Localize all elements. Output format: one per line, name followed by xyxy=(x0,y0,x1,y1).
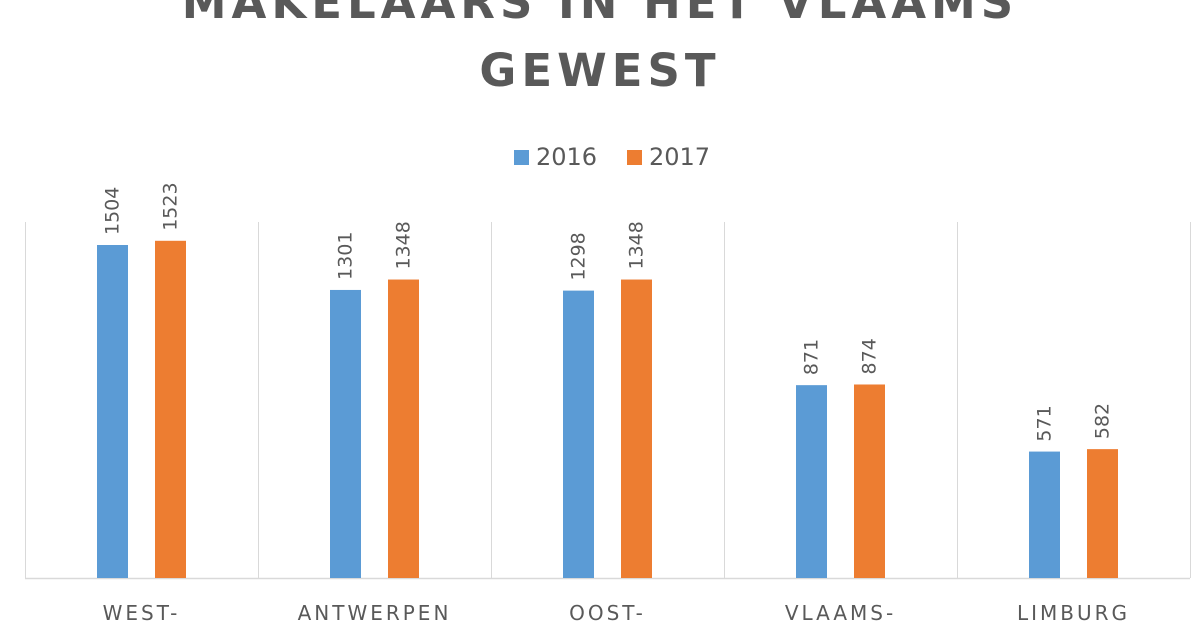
data-label-2017-1: 1348 xyxy=(393,221,415,269)
data-label-2016-2: 1298 xyxy=(568,232,590,280)
chart-title-line-2: GEWEST xyxy=(479,44,721,97)
category-label: VLAAMS- xyxy=(785,601,896,625)
data-label-2017-2: 1348 xyxy=(626,221,648,269)
category-label: ANTWERPEN xyxy=(298,601,452,625)
bar-2016-1 xyxy=(330,289,361,578)
bar-2016-0 xyxy=(97,245,128,578)
bar-2016-3 xyxy=(796,385,827,578)
data-label-2016-1: 1301 xyxy=(335,232,357,280)
bar-2017-0 xyxy=(155,240,186,578)
legend-label-2017: 2017 xyxy=(649,143,711,171)
legend-label-2016: 2016 xyxy=(536,143,598,171)
legend-item-2016: 2016 xyxy=(514,142,597,172)
category-label: OOST- xyxy=(569,601,646,625)
category-label: LIMBURG xyxy=(1017,601,1130,625)
category-label: WEST- xyxy=(103,601,181,625)
bar-2016-2 xyxy=(563,290,594,578)
data-label-2017-0: 1523 xyxy=(160,182,182,230)
legend-swatch-2017 xyxy=(627,149,642,165)
bar-2017-1 xyxy=(388,279,419,578)
data-label-2017-3: 874 xyxy=(859,338,881,374)
bar-2016-4 xyxy=(1029,451,1060,578)
legend-swatch-2016 xyxy=(514,149,529,165)
bar-2017-3 xyxy=(854,384,885,578)
chart-legend: 2016 2017 xyxy=(0,142,1200,172)
chart-title-line-1: MAKELAARS IN HET VLAAMS xyxy=(181,0,1019,29)
data-label-2016-3: 871 xyxy=(801,339,823,375)
data-label-2016-0: 1504 xyxy=(102,187,124,235)
data-label-2016-4: 571 xyxy=(1034,405,1056,441)
bar-2017-2 xyxy=(621,279,652,578)
bar-2017-4 xyxy=(1087,449,1118,578)
legend-item-2017: 2017 xyxy=(627,142,710,172)
data-label-2017-4: 582 xyxy=(1092,403,1114,439)
